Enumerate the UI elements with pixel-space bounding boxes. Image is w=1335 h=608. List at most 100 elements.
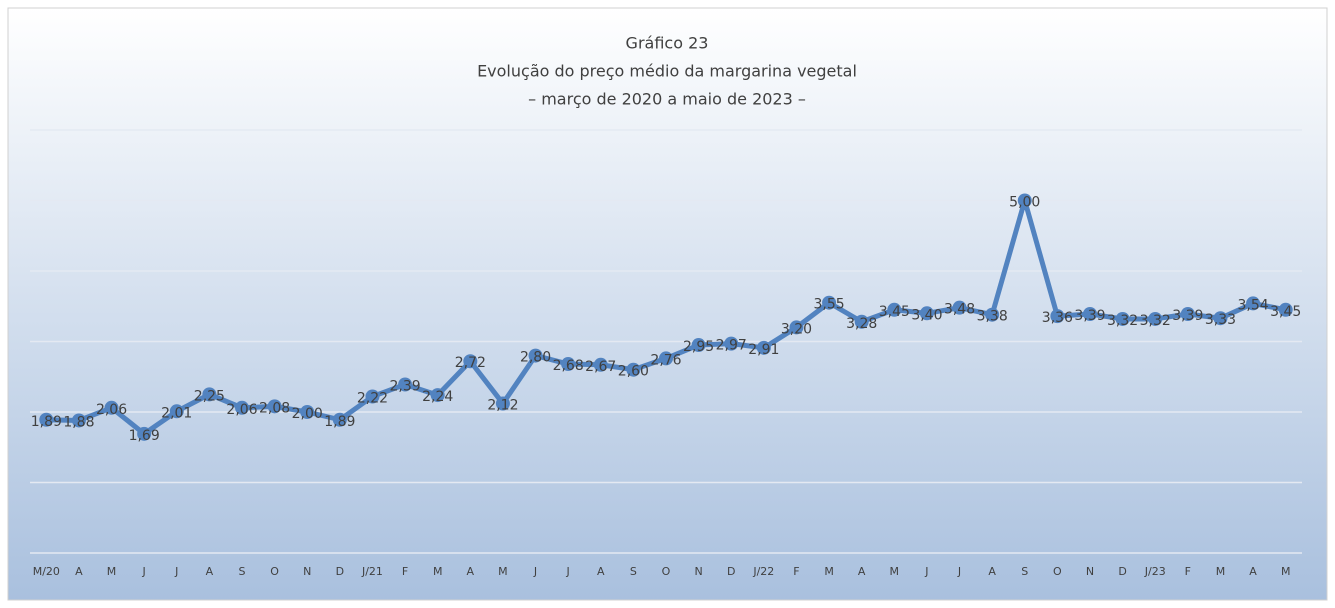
data-label: 3,28 <box>846 316 877 332</box>
x-tick-label: D <box>336 565 344 578</box>
data-label: 2,60 <box>618 364 649 380</box>
marker <box>495 396 510 411</box>
marker <box>463 354 478 369</box>
data-label: 2,80 <box>520 350 551 366</box>
data-label: 2,76 <box>650 352 681 368</box>
data-label: 3,55 <box>813 297 844 313</box>
data-label: 5,00 <box>1009 195 1040 211</box>
x-tick-label: F <box>402 565 408 578</box>
data-label: 2,25 <box>194 388 225 404</box>
marker <box>724 336 739 351</box>
x-tick-label: A <box>206 565 214 578</box>
x-tick-label: D <box>1118 565 1126 578</box>
data-label: 3,20 <box>781 321 812 337</box>
marker <box>1180 307 1195 322</box>
data-label: 2,00 <box>292 406 323 422</box>
marker <box>169 404 184 419</box>
x-tick-label: J/22 <box>752 565 774 578</box>
marker <box>365 389 380 404</box>
data-label: 2,72 <box>455 355 486 371</box>
data-label: 2,01 <box>161 405 192 421</box>
chart-subtitle: – março de 2020 a maio de 2023 – <box>528 90 806 109</box>
x-tick-label: A <box>75 565 83 578</box>
data-label: 1,88 <box>63 414 94 430</box>
x-tick-label: M <box>107 565 117 578</box>
data-label: 3,33 <box>1205 312 1236 328</box>
marker <box>561 357 576 372</box>
marker <box>1115 311 1130 326</box>
data-label: 3,40 <box>911 307 942 323</box>
x-tick-label: A <box>858 565 866 578</box>
x-tick-label: M <box>1281 565 1291 578</box>
marker <box>985 307 1000 322</box>
marker <box>854 314 869 329</box>
x-tick-label: J <box>142 565 146 578</box>
marker <box>822 295 837 310</box>
marker <box>1083 307 1097 322</box>
chart-title: Gráfico 23 <box>626 34 709 53</box>
data-label: 2,08 <box>259 400 290 416</box>
x-tick-label: S <box>1021 565 1028 578</box>
marker <box>593 357 608 372</box>
x-tick-label: A <box>597 565 605 578</box>
x-tick-label: O <box>662 565 671 578</box>
data-label: 2,06 <box>226 402 257 418</box>
data-label: 2,12 <box>487 398 518 414</box>
marker <box>430 388 445 403</box>
x-tick-label: N <box>694 565 702 578</box>
chart-subtitle: Evolução do preço médio da margarina veg… <box>477 62 857 81</box>
marker <box>267 399 282 414</box>
marker <box>137 426 152 441</box>
marker <box>300 405 315 419</box>
data-label: 2,95 <box>683 339 714 355</box>
x-tick-label: J/21 <box>361 565 383 578</box>
x-tick-label: N <box>1086 565 1094 578</box>
marker <box>756 340 771 355</box>
data-label: 2,91 <box>748 342 779 358</box>
data-label: 3,45 <box>879 304 910 320</box>
marker <box>104 400 119 415</box>
marker <box>952 300 967 315</box>
x-tick-label: M <box>433 565 443 578</box>
marker <box>919 306 934 321</box>
x-tick-label: M <box>1216 565 1226 578</box>
data-label: 3,38 <box>977 309 1008 325</box>
data-label: 2,67 <box>585 359 616 375</box>
marker <box>398 377 413 392</box>
marker <box>1246 296 1261 311</box>
marker <box>789 320 804 335</box>
data-label: 3,48 <box>944 302 975 318</box>
marker <box>39 412 54 427</box>
x-tick-label: J <box>174 565 178 578</box>
marker <box>71 413 86 428</box>
data-label: 2,68 <box>553 358 584 374</box>
marker <box>1017 193 1032 208</box>
data-label: 3,54 <box>1237 297 1268 313</box>
data-label: 1,89 <box>324 414 355 430</box>
data-label: 3,32 <box>1140 313 1171 329</box>
marker <box>202 387 217 402</box>
data-label: 2,24 <box>422 389 453 405</box>
x-tick-label: M <box>498 565 508 578</box>
marker <box>235 400 249 415</box>
marker <box>528 348 543 363</box>
x-tick-label: S <box>239 565 246 578</box>
marker <box>1278 302 1293 317</box>
marker <box>887 302 902 317</box>
x-tick-label: O <box>270 565 279 578</box>
x-tick-label: D <box>727 565 735 578</box>
data-label: 2,97 <box>716 338 747 354</box>
data-label: 3,32 <box>1107 313 1138 329</box>
data-label: 1,89 <box>31 414 62 430</box>
marker <box>626 362 641 377</box>
marker <box>691 338 706 353</box>
x-tick-label: A <box>467 565 475 578</box>
x-tick-label: A <box>1249 565 1257 578</box>
x-tick-label: N <box>303 565 311 578</box>
x-tick-label: M <box>890 565 900 578</box>
x-tick-label: F <box>793 565 799 578</box>
marker <box>1213 311 1228 326</box>
data-label: 3,36 <box>1042 310 1073 326</box>
